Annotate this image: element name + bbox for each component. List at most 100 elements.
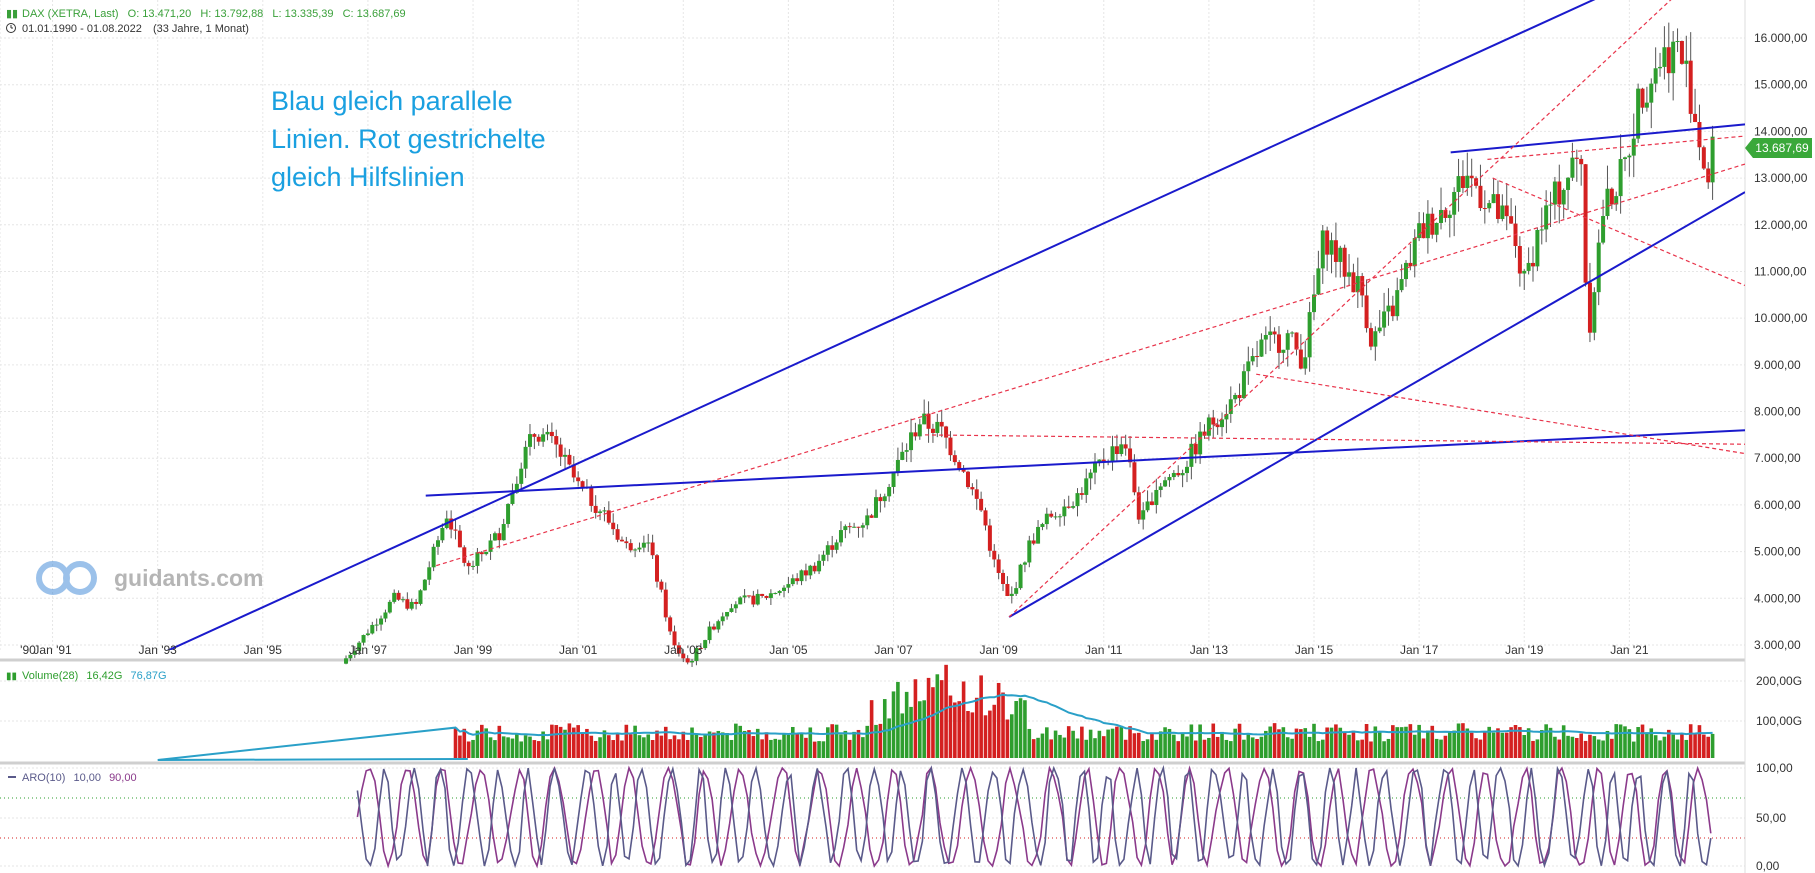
- aroon-tick-0: 0,00: [1756, 859, 1780, 873]
- volume-bar: [1299, 729, 1303, 758]
- candle-body: [1298, 349, 1303, 369]
- annotation-line-2: Linien. Rot gestrichelte: [271, 124, 546, 154]
- candle-body: [1701, 147, 1706, 169]
- candle-body: [751, 595, 756, 605]
- price-tick-label: 9.000,00: [1754, 358, 1801, 372]
- volume-bar: [458, 735, 462, 758]
- volume-bar: [1426, 730, 1430, 758]
- volume-bar: [1693, 733, 1697, 758]
- time-tick-label: Jan '17: [1400, 643, 1439, 657]
- volume-bar: [1618, 724, 1623, 758]
- volume-bar: [882, 699, 887, 758]
- candle-body: [1710, 136, 1715, 183]
- volume-bar: [1137, 732, 1141, 758]
- volume-bar: [755, 728, 760, 758]
- volume-bar: [1710, 733, 1715, 758]
- volume-bar: [1627, 729, 1632, 758]
- candle-body: [1671, 41, 1676, 74]
- candle-body: [1377, 327, 1382, 332]
- volume-bar: [1040, 733, 1045, 758]
- time-tick-label: Jan '05: [769, 643, 808, 657]
- candle-body: [1666, 47, 1671, 74]
- volume-bar: [668, 739, 672, 758]
- volume-bar: [1320, 739, 1325, 758]
- price-tick-label: 5.000,00: [1754, 545, 1801, 559]
- candle-body: [725, 611, 730, 617]
- volume-bar: [1544, 724, 1548, 758]
- volume-bar: [607, 735, 611, 758]
- volume-bar: [1487, 726, 1492, 758]
- candle-body: [457, 530, 462, 548]
- chart-annotation[interactable]: Blau gleich parallele Linien. Rot gestri…: [271, 86, 546, 192]
- candle-body: [1614, 196, 1619, 205]
- candle-body: [466, 562, 471, 567]
- trend-lines[interactable]: [0, 0, 1745, 727]
- candle-body: [348, 654, 353, 659]
- candle-body: [619, 539, 624, 542]
- volume-bar: [1058, 734, 1062, 758]
- volume-bar: [1386, 738, 1391, 758]
- candle-body: [865, 515, 870, 526]
- candle-body: [624, 541, 629, 544]
- candle-body: [1307, 312, 1312, 358]
- volume-bar: [602, 730, 607, 758]
- candle-body: [1294, 332, 1299, 350]
- volume-bar: [922, 700, 926, 758]
- volume-bar: [1412, 734, 1417, 758]
- candle-body: [1557, 181, 1562, 205]
- candle-body: [1141, 510, 1146, 520]
- volume-bar: [826, 727, 830, 758]
- time-tick-label: '90: [20, 643, 36, 657]
- candle-body: [497, 533, 502, 541]
- volume-bar: [1224, 739, 1229, 758]
- candle-body: [663, 589, 668, 618]
- volume-bar: [1509, 727, 1513, 758]
- volume-bar: [1272, 723, 1277, 758]
- candle-body: [1460, 176, 1465, 188]
- volume-bar: [598, 737, 602, 758]
- volume-bar: [764, 732, 769, 758]
- candle-body: [882, 496, 887, 502]
- volume-bar: [1294, 728, 1299, 758]
- volume-bar: [896, 681, 900, 758]
- date-range: 01.01.1990 - 01.08.2022: [22, 23, 142, 35]
- price-tick-label: 16.000,00: [1754, 31, 1808, 45]
- candle-body: [830, 545, 835, 550]
- volume-bar: [926, 677, 931, 758]
- red-dashed-helper-line: [1256, 373, 1745, 455]
- volume-bar: [1605, 730, 1610, 758]
- candle-body: [1408, 262, 1413, 267]
- volume-bar: [1522, 735, 1527, 758]
- candle-body: [1364, 295, 1369, 329]
- volume-bar: [580, 732, 585, 758]
- volume-bar: [1439, 739, 1443, 758]
- volume-bar: [948, 695, 953, 758]
- volume-bar: [1325, 727, 1329, 758]
- volume-bar: [1443, 735, 1448, 758]
- volume-bar: [725, 733, 729, 758]
- candle-body: [764, 595, 769, 598]
- volume-bar: [1702, 734, 1706, 758]
- volume-bar: [1465, 728, 1470, 758]
- candle-body: [506, 503, 511, 525]
- aroon-label: ARO(10): [22, 772, 65, 784]
- volume-bar: [1119, 725, 1124, 758]
- candle-body: [1622, 157, 1627, 160]
- candle-body: [484, 551, 489, 555]
- candle-body: [742, 595, 747, 598]
- volume-panel-header: ▮▮ Volume(28) 16,42G 76,87G: [6, 670, 167, 682]
- candle-body: [1325, 230, 1330, 255]
- candle-body: [1333, 240, 1338, 262]
- volume-bar: [843, 730, 848, 758]
- volume-bar: [931, 687, 935, 758]
- candle-body: [834, 542, 839, 550]
- volume-bar: [1474, 738, 1478, 758]
- candle-body: [668, 617, 673, 632]
- volume-value-2: 76,87G: [130, 670, 166, 682]
- candle-body: [987, 525, 992, 551]
- volume-bar: [1290, 738, 1294, 758]
- volume-bar: [1614, 724, 1619, 758]
- volume-bar: [1316, 741, 1321, 758]
